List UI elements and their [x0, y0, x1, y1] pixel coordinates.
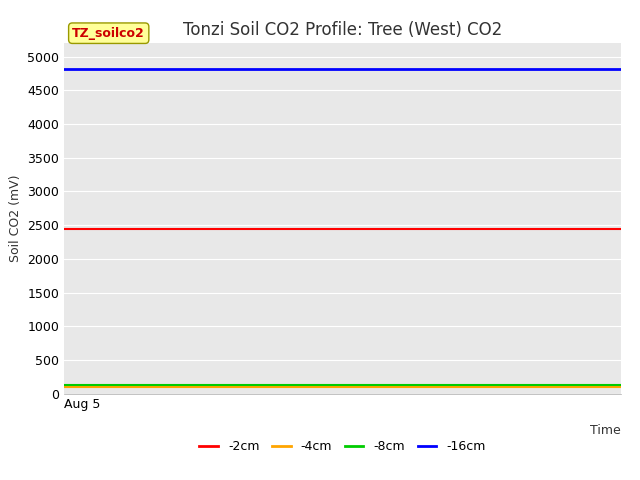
-16cm — [604, 66, 611, 72]
-2cm — [328, 226, 335, 231]
-2cm — [60, 226, 68, 231]
-2cm — [362, 226, 369, 231]
-2cm — [617, 226, 625, 231]
-8cm — [617, 382, 625, 388]
-16cm — [324, 66, 332, 72]
-8cm — [516, 382, 524, 388]
-8cm — [60, 382, 68, 388]
-2cm — [324, 226, 332, 231]
-8cm — [324, 382, 332, 388]
-16cm — [328, 66, 335, 72]
-8cm — [362, 382, 369, 388]
-16cm — [617, 66, 625, 72]
-8cm — [604, 382, 611, 388]
-2cm — [516, 226, 524, 231]
-4cm — [328, 384, 335, 389]
-4cm — [617, 384, 625, 389]
Y-axis label: Soil CO2 (mV): Soil CO2 (mV) — [8, 175, 22, 262]
-4cm — [516, 384, 524, 389]
-4cm — [392, 384, 399, 389]
Text: Time: Time — [590, 424, 621, 437]
-16cm — [516, 66, 524, 72]
-16cm — [60, 66, 68, 72]
Legend: -2cm, -4cm, -8cm, -16cm: -2cm, -4cm, -8cm, -16cm — [194, 435, 491, 458]
Text: TZ_soilco2: TZ_soilco2 — [72, 27, 145, 40]
-2cm — [392, 226, 399, 231]
-16cm — [392, 66, 399, 72]
-4cm — [604, 384, 611, 389]
-8cm — [328, 382, 335, 388]
Title: Tonzi Soil CO2 Profile: Tree (West) CO2: Tonzi Soil CO2 Profile: Tree (West) CO2 — [183, 21, 502, 39]
-4cm — [60, 384, 68, 389]
-2cm — [604, 226, 611, 231]
-8cm — [392, 382, 399, 388]
-4cm — [362, 384, 369, 389]
-16cm — [362, 66, 369, 72]
-4cm — [324, 384, 332, 389]
